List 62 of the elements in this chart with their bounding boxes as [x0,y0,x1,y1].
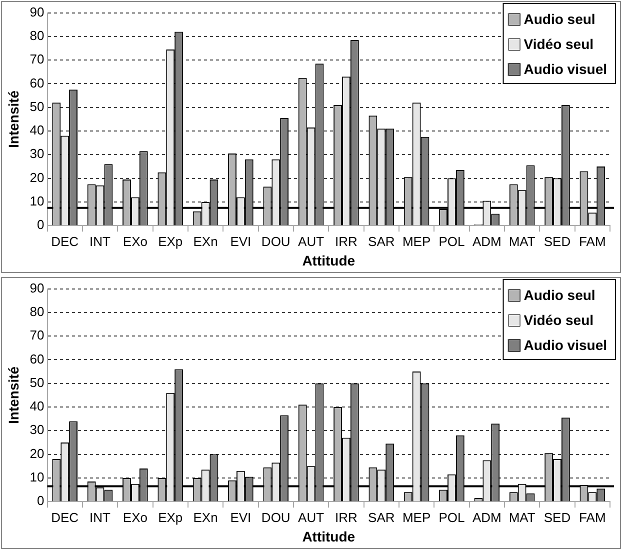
y-tick-label: 70 [30,328,44,343]
y-tick-label: 0 [37,217,44,232]
x-tick-label: IRR [335,510,358,525]
x-tick-label: SAR [368,234,395,249]
x-tick-label: INT [90,510,111,525]
x-tick-label: SED [544,234,571,249]
x-tick-label: ADM [472,234,502,249]
y-tick-label: 90 [30,280,44,296]
x-tick-label: DOU [261,234,290,249]
legend-label: Audio visuel [524,336,607,353]
y-tick-label: 80 [30,304,44,320]
legend-label: Audio seul [524,10,596,27]
x-tick-label: EXn [193,510,218,525]
x-axis-title: Attitude [302,528,356,544]
y-tick-label: 60 [30,75,44,90]
x-tick-label: INT [90,234,111,249]
y-tick-label: 40 [30,398,44,414]
x-tick-label: MEP [402,510,431,525]
legend-label: Vidéo seul [524,312,594,328]
x-tick-label: AUT [298,234,324,249]
x-tick-label: MEP [402,234,431,249]
y-tick-label: 90 [30,4,44,20]
x-tick-label: EXp [158,510,183,525]
x-tick-label: EXo [122,234,148,249]
x-tick-label: EXp [158,234,183,249]
x-tick-label: SED [544,510,571,525]
x-tick-label: DEC [51,510,79,525]
y-tick-label: 50 [30,374,44,390]
x-tick-label: DOU [261,510,290,525]
x-tick-label: FAM [579,234,606,249]
x-tick-label: MAT [508,510,536,525]
legend-label: Audio seul [524,286,596,303]
y-tick-label: 30 [30,146,44,162]
x-tick-label: EVI [230,234,252,249]
y-tick-label: 50 [30,98,44,114]
x-tick-label: MAT [508,234,536,249]
y-axis-title: Intensité [5,90,22,148]
x-tick-label: ADM [472,510,502,525]
x-tick-label: IRR [335,234,358,249]
legend-label: Vidéo seul [524,36,594,52]
y-axis-title: Intensité [5,366,22,424]
x-tick-label: DEC [51,234,79,249]
x-tick-label: FAM [579,510,606,525]
y-tick-label: 10 [30,194,44,209]
y-tick-label: 0 [37,493,44,508]
x-tick-label: EVI [230,510,252,525]
y-tick-label: 60 [30,351,44,366]
x-tick-label: POL [438,510,465,525]
legend-label: Audio visuel [524,60,607,77]
y-tick-label: 20 [30,446,44,461]
x-tick-label: SAR [368,510,395,525]
x-axis-title: Attitude [302,252,356,268]
y-tick-label: 70 [30,52,44,67]
x-tick-label: EXo [122,510,148,525]
x-tick-label: POL [438,234,465,249]
y-tick-label: 80 [30,28,44,44]
y-tick-label: 10 [30,470,44,485]
x-tick-label: EXn [193,234,218,249]
y-tick-label: 30 [30,422,44,438]
y-tick-label: 20 [30,170,44,185]
x-tick-label: AUT [298,510,324,525]
y-tick-label: 40 [30,122,44,138]
